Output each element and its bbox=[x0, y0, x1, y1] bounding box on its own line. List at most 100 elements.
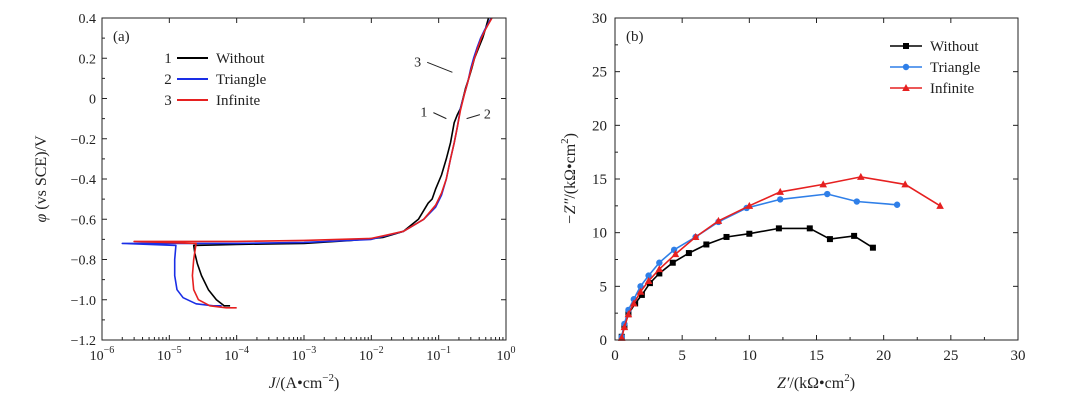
data-point-triangle bbox=[656, 259, 663, 266]
legend-label: Triangle bbox=[216, 72, 267, 88]
panel-b-ylabel: −Z″/(kΩ•cm2) bbox=[559, 133, 579, 225]
annotation-leader bbox=[433, 112, 447, 120]
x-tick-label: 10−2 bbox=[359, 345, 384, 364]
data-point-infinite bbox=[655, 265, 664, 273]
data-point-without bbox=[826, 236, 833, 243]
series-line-triangle bbox=[121, 17, 492, 307]
panel-b-legend: Without Triangle Infinite bbox=[890, 39, 981, 97]
data-point-without bbox=[638, 291, 645, 298]
data-point-triangle bbox=[637, 283, 644, 290]
panel-b-impedance-chart: (b) 0 5 10 15 20 25 30 0 5 10 15 20 25 30 Without Tria… bbox=[559, 11, 1026, 392]
legend-label: Without bbox=[930, 39, 979, 55]
data-point-infinite bbox=[636, 287, 645, 295]
series-line-infinite bbox=[620, 176, 941, 339]
series-line-without bbox=[620, 227, 874, 337]
data-point-infinite bbox=[714, 216, 723, 224]
data-point-infinite bbox=[630, 299, 638, 307]
data-point-infinite bbox=[745, 201, 754, 209]
data-point-without bbox=[851, 232, 858, 239]
data-point-infinite bbox=[691, 232, 700, 240]
x-tick-label: 15 bbox=[809, 348, 824, 364]
x-tick-label: 30 bbox=[1011, 348, 1026, 364]
data-point-without bbox=[869, 244, 876, 251]
legend-number: 1 bbox=[164, 51, 172, 67]
panel-a-label: (a) bbox=[113, 29, 130, 45]
data-point-without bbox=[723, 233, 730, 240]
y-tick-label: 10 bbox=[592, 226, 607, 242]
x-tick-label: 20 bbox=[876, 348, 891, 364]
data-point-without bbox=[685, 250, 692, 257]
data-point-triangle bbox=[824, 190, 831, 198]
panel-a-series bbox=[121, 17, 493, 309]
panel-b-label: (b) bbox=[626, 29, 644, 45]
annotation-label: 1 bbox=[420, 106, 427, 121]
data-point-without bbox=[806, 225, 813, 232]
data-point-triangle bbox=[853, 198, 860, 205]
x-tick-label: 10−3 bbox=[292, 345, 317, 364]
data-point-infinite bbox=[624, 310, 633, 318]
data-point-triangle bbox=[645, 272, 652, 279]
data-point-without bbox=[669, 259, 676, 266]
x-tick-label: 10−5 bbox=[157, 345, 182, 364]
y-tick-label: 25 bbox=[592, 65, 607, 81]
data-point-infinite bbox=[819, 180, 828, 188]
x-tick-label: 25 bbox=[943, 348, 958, 364]
data-point-without bbox=[775, 225, 782, 232]
x-tick-label: 100 bbox=[497, 345, 516, 364]
data-point-infinite bbox=[936, 201, 944, 209]
x-tick-label: 10−6 bbox=[90, 345, 115, 364]
y-tick-label: 5 bbox=[600, 279, 608, 295]
legend-label: Without bbox=[216, 51, 265, 67]
y-tick-label: 15 bbox=[592, 172, 607, 188]
data-point-triangle bbox=[893, 201, 901, 208]
panel-a-annotations: 3 1 2 bbox=[414, 55, 491, 122]
y-tick-label: 20 bbox=[592, 118, 607, 134]
data-point-without bbox=[656, 270, 663, 277]
x-tick-label: 5 bbox=[678, 348, 686, 364]
x-tick-label: 10−4 bbox=[224, 345, 249, 364]
y-tick-label: 0 bbox=[600, 333, 608, 349]
data-point-infinite bbox=[617, 333, 626, 341]
x-tick-label: 10−1 bbox=[426, 345, 451, 364]
x-tick-label: 10 bbox=[742, 348, 757, 364]
legend-marker bbox=[902, 84, 910, 91]
data-point-infinite bbox=[671, 250, 680, 258]
y-tick-label: 0.4 bbox=[79, 12, 97, 27]
x-tick-label: 0 bbox=[611, 348, 619, 364]
data-point-infinite bbox=[857, 172, 865, 180]
legend-number: 2 bbox=[164, 72, 172, 88]
series-line-infinite bbox=[133, 17, 493, 309]
annotation-leader bbox=[466, 114, 481, 120]
panel-a-plot-frame bbox=[101, 17, 507, 341]
data-point-infinite bbox=[620, 323, 629, 331]
y-tick-label: −0.2 bbox=[71, 133, 96, 148]
data-point-without bbox=[746, 230, 753, 237]
legend-label: Infinite bbox=[930, 81, 974, 97]
legend-label: Infinite bbox=[216, 93, 260, 109]
data-point-triangle bbox=[777, 196, 784, 203]
y-tick-label: −0.8 bbox=[71, 254, 96, 269]
y-tick-label: 0.2 bbox=[79, 52, 97, 67]
y-tick-label: 0 bbox=[89, 93, 96, 108]
y-tick-label: −1.2 bbox=[71, 334, 96, 349]
legend-label: Triangle bbox=[930, 60, 981, 76]
y-tick-label: −1.0 bbox=[71, 294, 96, 309]
data-point-infinite bbox=[644, 276, 653, 284]
annotation-leader bbox=[426, 61, 453, 73]
y-tick-label: −0.6 bbox=[71, 213, 96, 228]
panel-b-series bbox=[617, 172, 944, 341]
panel-a-xlabel: J/(A•cm−2) bbox=[269, 372, 340, 392]
panel-a-ticks: 10−6 10−5 10−4 10−3 10−2 10−1 100 0.4 0.2 0 −0.2 −0… bbox=[71, 12, 516, 364]
legend-marker bbox=[902, 63, 910, 71]
legend-marker bbox=[903, 43, 909, 49]
legend-number: 3 bbox=[164, 93, 172, 109]
panel-b-xlabel: Z′/(kΩ•cm2) bbox=[777, 372, 855, 392]
data-point-infinite bbox=[901, 180, 909, 188]
y-tick-label: 30 bbox=[592, 11, 607, 27]
panel-a-polarization-chart: (a) 10−6 10−5 10−4 10−3 10−2 10−1 100 0.4 0.2 0 −0… bbox=[33, 12, 516, 392]
annotation-label: 2 bbox=[484, 108, 491, 123]
data-point-infinite bbox=[776, 187, 785, 195]
annotation-label: 3 bbox=[414, 55, 421, 70]
panel-a-legend: 1 Without 2 Triangle 3 Infinite bbox=[164, 51, 266, 109]
